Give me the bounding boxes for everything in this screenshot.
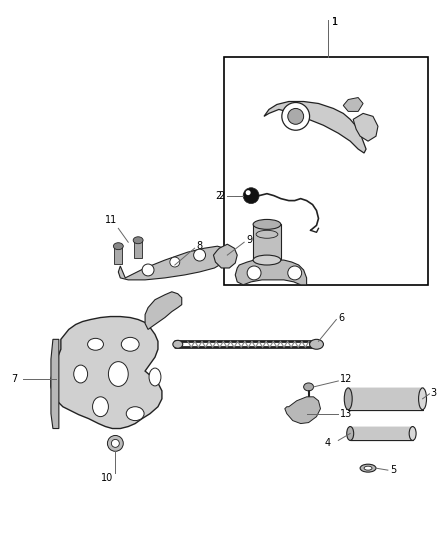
- Polygon shape: [285, 397, 321, 424]
- Bar: [253, 224, 281, 260]
- Bar: [114, 246, 122, 264]
- Text: 8: 8: [197, 241, 203, 251]
- Polygon shape: [264, 101, 366, 153]
- Polygon shape: [51, 340, 59, 429]
- Ellipse shape: [126, 407, 144, 421]
- Text: 7: 7: [11, 374, 17, 384]
- Text: 12: 12: [340, 374, 353, 384]
- Circle shape: [107, 435, 123, 451]
- Polygon shape: [235, 260, 307, 285]
- Text: 2: 2: [218, 191, 224, 200]
- Polygon shape: [51, 317, 162, 429]
- Text: 5: 5: [390, 465, 396, 475]
- Ellipse shape: [92, 397, 109, 417]
- Text: 4: 4: [325, 438, 331, 448]
- Bar: [350, 426, 413, 440]
- Circle shape: [247, 266, 261, 280]
- Text: 1: 1: [332, 17, 339, 27]
- Circle shape: [194, 249, 205, 261]
- Bar: [134, 240, 142, 258]
- Polygon shape: [145, 292, 182, 329]
- Circle shape: [288, 266, 302, 280]
- Ellipse shape: [88, 338, 103, 350]
- Ellipse shape: [113, 243, 123, 249]
- Ellipse shape: [360, 464, 376, 472]
- Polygon shape: [353, 114, 378, 141]
- Circle shape: [170, 257, 180, 267]
- Bar: [348, 388, 423, 410]
- Ellipse shape: [173, 341, 183, 348]
- Circle shape: [111, 439, 119, 447]
- Circle shape: [243, 188, 259, 204]
- Ellipse shape: [364, 466, 372, 470]
- Ellipse shape: [304, 383, 314, 391]
- Text: 6: 6: [338, 312, 344, 322]
- Ellipse shape: [109, 361, 128, 386]
- Text: 1: 1: [332, 17, 339, 27]
- Polygon shape: [213, 244, 237, 268]
- Text: 10: 10: [100, 473, 113, 483]
- Ellipse shape: [344, 388, 352, 410]
- Ellipse shape: [419, 388, 427, 410]
- Text: 13: 13: [340, 409, 353, 418]
- Circle shape: [288, 108, 304, 124]
- Circle shape: [282, 102, 310, 130]
- Ellipse shape: [409, 426, 416, 440]
- Ellipse shape: [347, 426, 353, 440]
- Ellipse shape: [74, 365, 88, 383]
- Ellipse shape: [121, 337, 139, 351]
- Ellipse shape: [133, 237, 143, 244]
- Text: 2: 2: [215, 191, 221, 200]
- Circle shape: [246, 190, 251, 195]
- Text: 9: 9: [246, 235, 252, 245]
- Ellipse shape: [149, 368, 161, 386]
- Polygon shape: [343, 98, 363, 111]
- Circle shape: [142, 264, 154, 276]
- Ellipse shape: [253, 220, 281, 229]
- Text: 11: 11: [106, 215, 118, 225]
- Ellipse shape: [310, 340, 323, 349]
- Polygon shape: [118, 246, 227, 280]
- Bar: [224, 57, 427, 285]
- Ellipse shape: [253, 255, 281, 265]
- Text: 3: 3: [431, 388, 437, 398]
